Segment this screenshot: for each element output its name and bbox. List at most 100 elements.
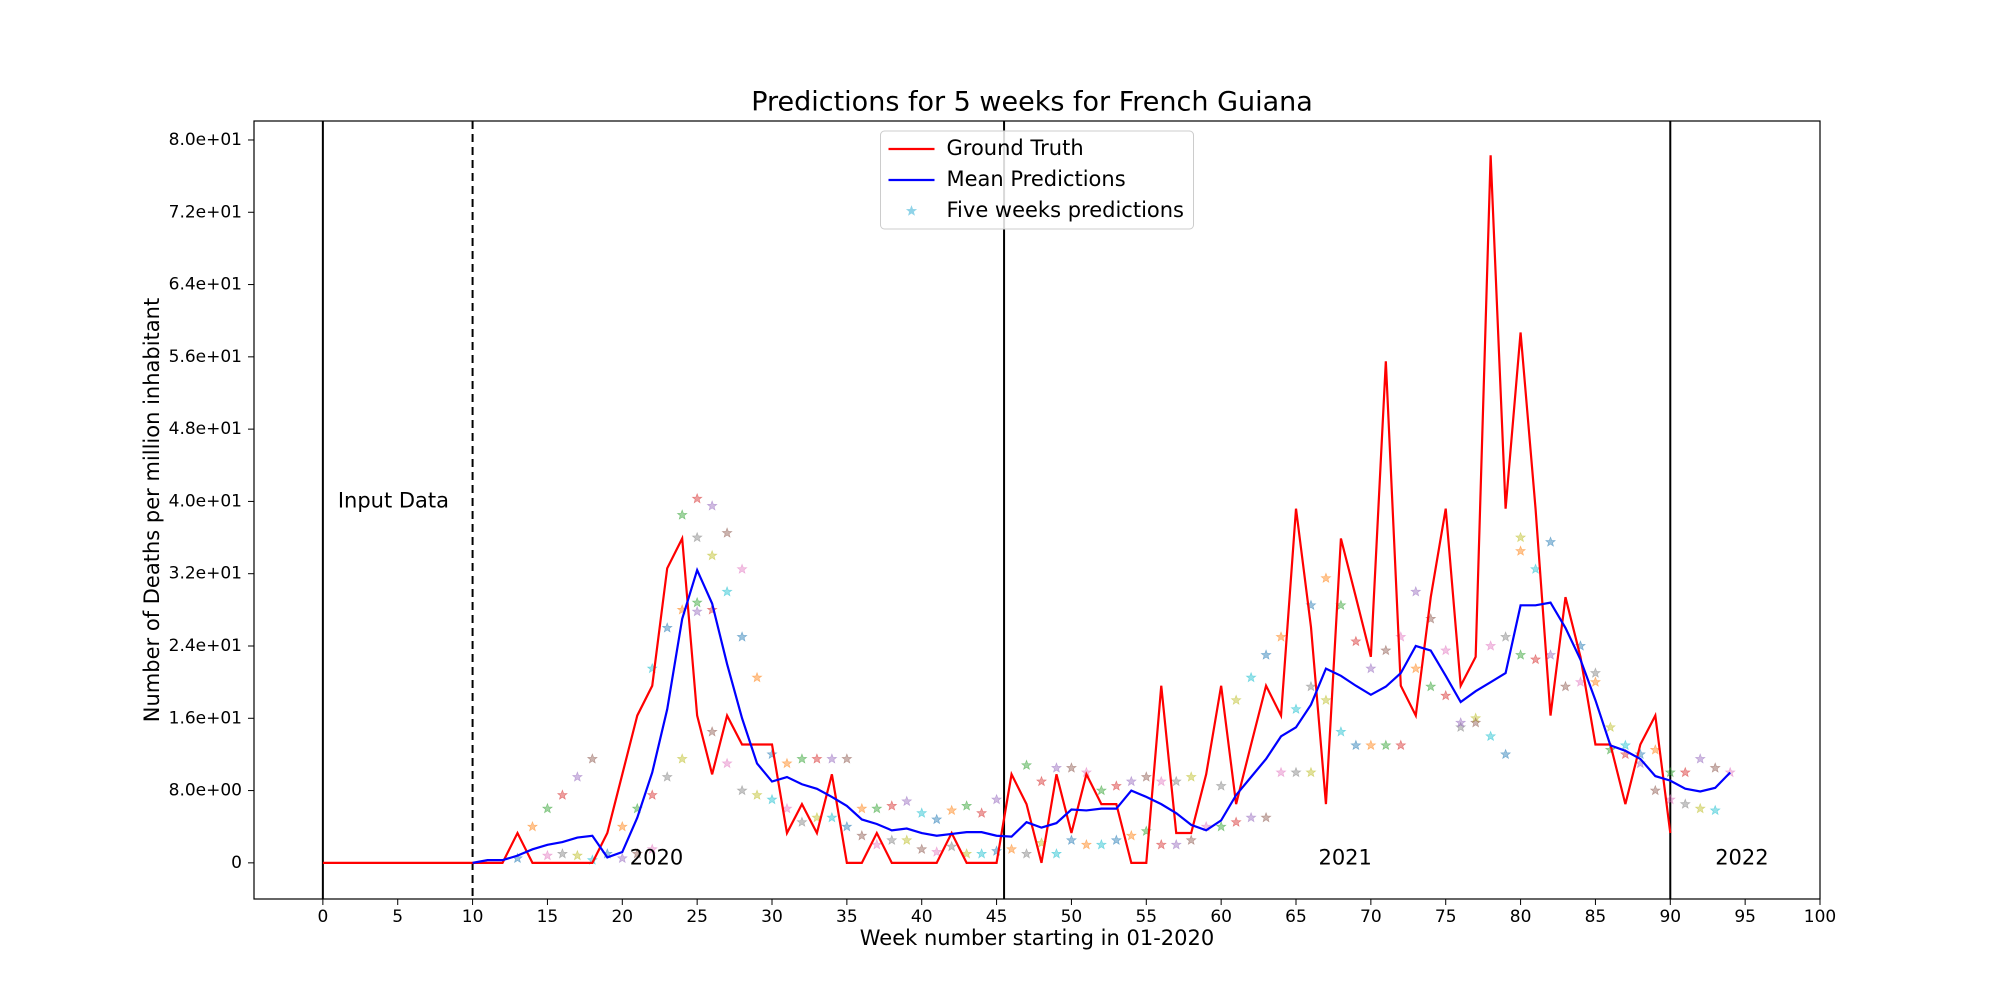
prediction-star [1185, 834, 1197, 846]
prediction-star [1320, 694, 1332, 705]
x-tick-label: 20 [611, 907, 633, 927]
prediction-star [1170, 838, 1182, 850]
y-tick-label: 4.0e+01 [169, 491, 242, 511]
prediction-star [1679, 798, 1691, 809]
prediction-star [691, 596, 703, 608]
prediction-star [1155, 775, 1167, 787]
legend: Ground Truth Mean Predictions Five weeks p… [880, 130, 1194, 230]
x-tick-label: 5 [392, 907, 403, 927]
prediction-star [1694, 753, 1706, 764]
prediction-star [841, 820, 853, 832]
legend-marker [905, 205, 918, 216]
x-tick-label: 80 [1510, 907, 1532, 927]
prediction-star [916, 807, 928, 818]
prediction-star [1185, 771, 1197, 782]
y-tick-label: 3.2e+01 [169, 564, 242, 584]
prediction-star [1350, 739, 1362, 751]
prediction-star [1245, 811, 1257, 823]
legend-label: Five weeks predictions [947, 198, 1185, 222]
x-tick-label: 60 [1210, 907, 1232, 927]
prediction-star [1110, 834, 1122, 846]
prediction-star [1200, 820, 1212, 832]
prediction-star [661, 771, 673, 782]
prediction-star [541, 849, 554, 861]
prediction-star [1395, 739, 1407, 751]
prediction-star [706, 603, 718, 615]
prediction-star [1245, 671, 1257, 683]
x-tick-label: 100 [1804, 907, 1836, 927]
prediction-star [1335, 725, 1347, 737]
prediction-star [1290, 766, 1302, 778]
prediction-star [946, 804, 958, 816]
prediction-star [556, 847, 568, 859]
prediction-star [1649, 784, 1661, 796]
annotation: Input Data [338, 488, 449, 512]
prediction-star [1215, 780, 1227, 791]
x-axis-label: Week number starting in 01-2020 [860, 926, 1214, 950]
x-tick-label: 65 [1285, 907, 1307, 927]
prediction-star [1365, 739, 1377, 751]
series-line [322, 155, 1672, 864]
prediction-star [751, 671, 763, 683]
prediction-star [1065, 834, 1078, 846]
prediction-star [1065, 762, 1078, 773]
x-tick-label: 30 [761, 907, 783, 927]
x-tick-label: 75 [1435, 907, 1457, 927]
prediction-star [1260, 811, 1272, 823]
prediction-star [781, 757, 793, 769]
prediction-star [586, 753, 598, 764]
prediction-star [871, 802, 883, 814]
prediction-star [871, 838, 883, 850]
prediction-star [1455, 716, 1467, 728]
x-tick-label: 0 [317, 907, 328, 927]
prediction-star [691, 492, 703, 504]
x-tick-label: 70 [1360, 907, 1382, 927]
prediction-star [721, 527, 733, 538]
prediction-star [1515, 649, 1527, 660]
prediction-star [1230, 694, 1242, 705]
y-tick-label: 5.6e+01 [169, 347, 242, 367]
x-tick-label: 35 [836, 907, 858, 927]
prediction-star [736, 631, 748, 642]
x-tick-label: 85 [1585, 907, 1607, 927]
x-tick-label: 15 [537, 907, 559, 927]
y-tick-label: 4.8e+01 [169, 419, 242, 439]
y-tick-label: 6.4e+01 [169, 275, 242, 295]
prediction-star [1140, 771, 1152, 782]
prediction-star [886, 834, 898, 846]
prediction-star [1664, 766, 1676, 778]
prediction-star [1095, 838, 1107, 850]
prediction-star [1290, 703, 1302, 714]
prediction-star [1544, 536, 1557, 547]
prediction-star [901, 834, 913, 846]
prediction-star [1589, 667, 1602, 678]
prediction-star [1634, 748, 1646, 760]
prediction-star [1724, 766, 1736, 778]
prediction-star [1589, 676, 1602, 687]
prediction-star [646, 789, 658, 800]
x-tick-label: 90 [1659, 907, 1681, 927]
prediction-star [1485, 730, 1497, 742]
prediction-star [751, 789, 763, 800]
prediction-star [766, 793, 778, 805]
prediction-star [1515, 531, 1527, 543]
x-tick-label: 55 [1135, 907, 1157, 927]
prediction-star [1485, 640, 1497, 651]
prediction-star [1275, 766, 1287, 778]
prediction-star [826, 753, 838, 764]
prediction-star [1125, 829, 1137, 841]
prediction-star [1215, 820, 1227, 832]
prediction-star [571, 849, 583, 861]
prediction-star [856, 829, 868, 841]
prediction-star [841, 753, 853, 764]
prediction-star [811, 753, 823, 764]
prediction-star [1080, 838, 1092, 850]
prediction-star [1380, 644, 1392, 656]
prediction-star [1035, 775, 1048, 787]
prediction-star [706, 500, 718, 511]
prediction-star [1455, 721, 1467, 733]
prediction-star [1679, 766, 1691, 778]
prediction-star [991, 793, 1003, 805]
prediction-star [931, 813, 943, 825]
